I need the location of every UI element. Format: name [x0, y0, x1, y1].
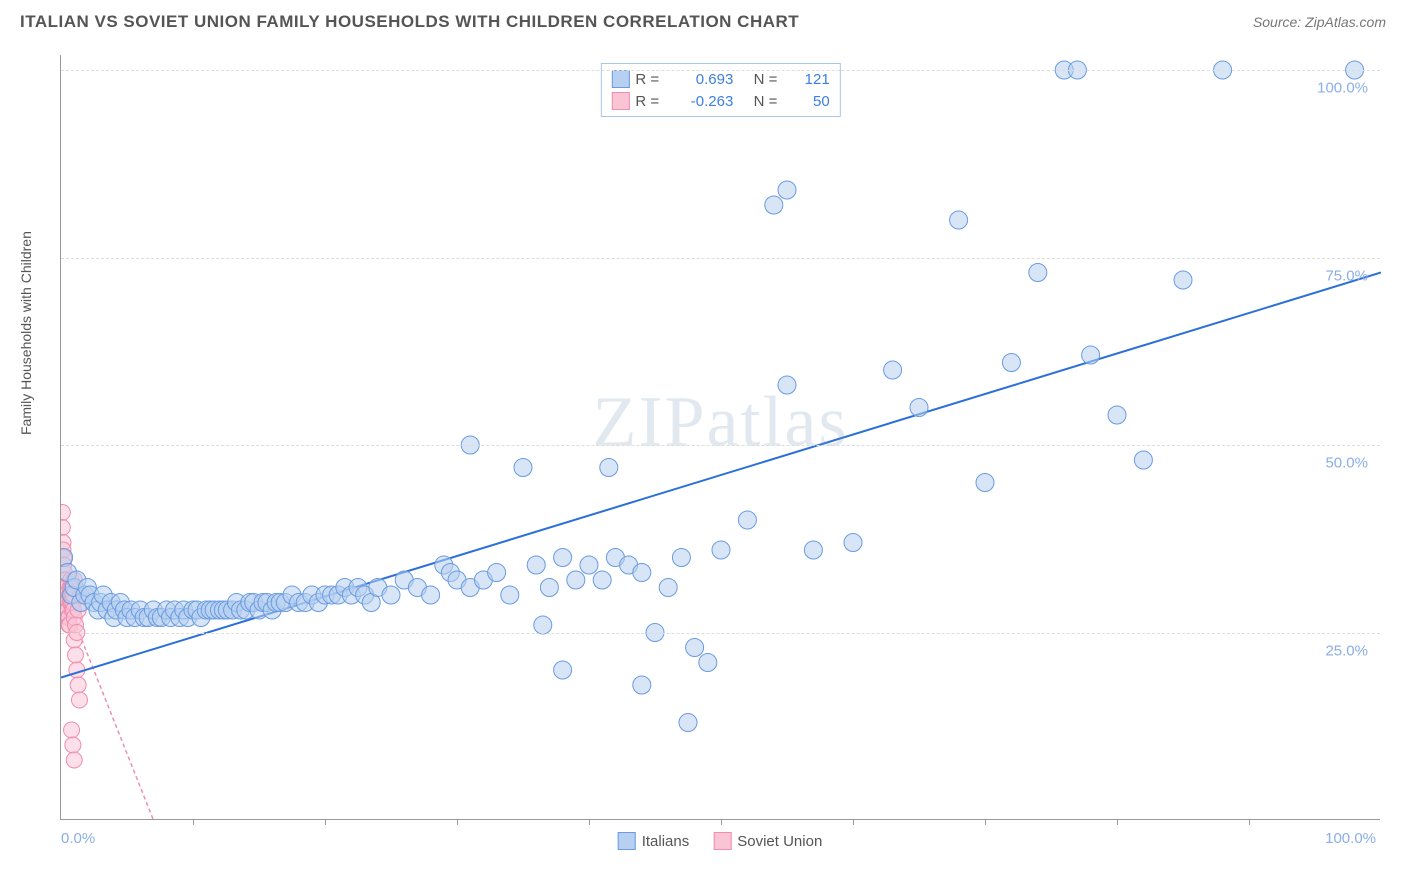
- legend-swatch: [713, 832, 731, 850]
- legend-swatch: [611, 92, 629, 110]
- r-label: R =: [635, 71, 665, 88]
- italians-point: [804, 541, 822, 559]
- italians-point: [976, 474, 994, 492]
- chart-source: Source: ZipAtlas.com: [1253, 14, 1386, 30]
- r-value: -0.263: [671, 93, 733, 110]
- gridline: [61, 70, 1380, 71]
- x-tick: [589, 819, 590, 825]
- y-tick-label: 100.0%: [1317, 80, 1368, 97]
- italians-point: [540, 579, 558, 597]
- italians-point: [884, 361, 902, 379]
- italians-point: [778, 376, 796, 394]
- italians-point: [679, 714, 697, 732]
- soviet_union-point: [71, 692, 87, 708]
- x-tick: [721, 819, 722, 825]
- italians-point: [672, 549, 690, 567]
- italians-point: [712, 541, 730, 559]
- legend-item: Soviet Union: [713, 832, 822, 850]
- soviet_union-point: [68, 647, 84, 663]
- italians-point: [844, 534, 862, 552]
- n-value: 121: [790, 71, 830, 88]
- gridline: [61, 445, 1380, 446]
- italians-point: [488, 564, 506, 582]
- italians-point: [1108, 406, 1126, 424]
- legend-label: Soviet Union: [737, 833, 822, 850]
- chart-title: ITALIAN VS SOVIET UNION FAMILY HOUSEHOLD…: [20, 12, 799, 32]
- italians-point: [699, 654, 717, 672]
- italians-point: [554, 549, 572, 567]
- legend-stat-row: R = -0.263 N = 50: [611, 90, 829, 112]
- soviet_union-point: [64, 722, 80, 738]
- italians-point: [593, 571, 611, 589]
- italians-point: [738, 511, 756, 529]
- x-tick: [853, 819, 854, 825]
- italians-point: [1082, 346, 1100, 364]
- italians-point: [554, 661, 572, 679]
- italians-point: [567, 571, 585, 589]
- y-tick-label: 50.0%: [1325, 455, 1368, 472]
- italians-point: [686, 639, 704, 657]
- correlation-legend: R = 0.693 N = 121 R = -0.263 N = 50: [600, 63, 840, 117]
- r-label: R =: [635, 93, 665, 110]
- italians-point: [765, 196, 783, 214]
- y-axis-label: Family Households with Children: [18, 231, 34, 435]
- soviet_union-point: [61, 505, 70, 521]
- soviet_union-point: [70, 677, 86, 693]
- x-tick: [193, 819, 194, 825]
- italians-point: [382, 586, 400, 604]
- italians-point: [633, 564, 651, 582]
- italians-point: [1002, 354, 1020, 372]
- series-legend: Italians Soviet Union: [618, 832, 823, 850]
- n-label: N =: [754, 93, 784, 110]
- italians-point: [633, 676, 651, 694]
- plot-area: ZIPatlas R =0.693 N =121R =-0.263 N =50 …: [60, 55, 1380, 820]
- x-tick: [1117, 819, 1118, 825]
- x-tick: [457, 819, 458, 825]
- italians-point: [950, 211, 968, 229]
- chart-container: ZIPatlas R =0.693 N =121R =-0.263 N =50 …: [60, 55, 1380, 820]
- n-value: 50: [790, 93, 830, 110]
- gridline: [61, 258, 1380, 259]
- y-tick-label: 25.0%: [1325, 642, 1368, 659]
- legend-swatch: [611, 70, 629, 88]
- italians-point: [1134, 451, 1152, 469]
- italians-point: [422, 586, 440, 604]
- n-label: N =: [754, 71, 784, 88]
- legend-swatch: [618, 832, 636, 850]
- soviet_union-point: [61, 520, 70, 536]
- italians-point: [1029, 264, 1047, 282]
- italians-point: [910, 399, 928, 417]
- italians-point: [600, 459, 618, 477]
- italians-point: [778, 181, 796, 199]
- italians-point: [659, 579, 677, 597]
- legend-item: Italians: [618, 832, 690, 850]
- italians-point: [534, 616, 552, 634]
- y-tick-label: 75.0%: [1325, 267, 1368, 284]
- x-tick: [985, 819, 986, 825]
- italians-point: [1174, 271, 1192, 289]
- soviet_union-point: [66, 752, 82, 768]
- italians-point: [514, 459, 532, 477]
- legend-label: Italians: [642, 833, 690, 850]
- scatter-plot-svg: [61, 55, 1381, 820]
- x-tick: [325, 819, 326, 825]
- x-tick: [1249, 819, 1250, 825]
- x-tick-label: 100.0%: [1325, 830, 1376, 847]
- italians-point: [527, 556, 545, 574]
- italians-point: [580, 556, 598, 574]
- r-value: 0.693: [671, 71, 733, 88]
- italians-point: [501, 586, 519, 604]
- gridline: [61, 633, 1380, 634]
- soviet_union-point: [65, 737, 81, 753]
- legend-stat-row: R = 0.693 N = 121: [611, 68, 829, 90]
- x-tick-label: 0.0%: [61, 830, 95, 847]
